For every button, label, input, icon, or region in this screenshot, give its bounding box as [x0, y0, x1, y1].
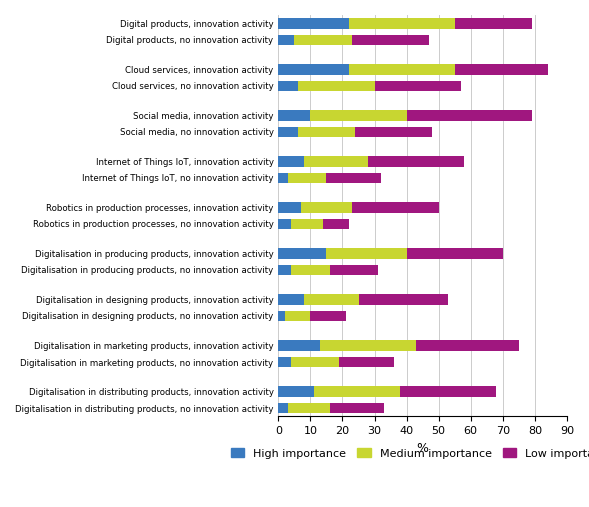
Bar: [284, 311, 310, 321]
Bar: [330, 265, 378, 275]
Bar: [310, 311, 346, 321]
Bar: [279, 386, 313, 397]
Bar: [455, 18, 532, 28]
Bar: [297, 81, 375, 91]
Bar: [359, 294, 448, 305]
Bar: [279, 110, 310, 121]
Bar: [279, 357, 291, 367]
Bar: [279, 265, 291, 275]
Bar: [279, 294, 304, 305]
Bar: [279, 34, 294, 45]
Bar: [288, 403, 330, 413]
Bar: [310, 110, 406, 121]
Bar: [301, 202, 352, 212]
Bar: [326, 248, 406, 259]
Legend: High importance, Medium importance, Low importance: High importance, Medium importance, Low …: [227, 444, 589, 463]
Bar: [368, 156, 464, 167]
Bar: [349, 64, 455, 75]
Bar: [323, 219, 349, 229]
Bar: [279, 127, 297, 137]
Bar: [279, 173, 288, 183]
Bar: [279, 156, 304, 167]
Bar: [406, 248, 503, 259]
Bar: [279, 340, 320, 351]
Bar: [294, 34, 352, 45]
Bar: [339, 357, 394, 367]
Bar: [291, 265, 330, 275]
Bar: [291, 219, 323, 229]
Bar: [352, 202, 439, 212]
Bar: [279, 311, 284, 321]
Bar: [279, 202, 301, 212]
Bar: [349, 18, 455, 28]
Bar: [304, 156, 368, 167]
Bar: [400, 386, 497, 397]
Bar: [326, 173, 381, 183]
Bar: [279, 64, 349, 75]
Bar: [279, 18, 349, 28]
Bar: [416, 340, 519, 351]
Bar: [297, 127, 355, 137]
Bar: [313, 386, 400, 397]
Bar: [304, 294, 359, 305]
Bar: [330, 403, 384, 413]
Bar: [355, 127, 432, 137]
Bar: [352, 34, 429, 45]
Bar: [279, 219, 291, 229]
Bar: [455, 64, 548, 75]
Bar: [279, 403, 288, 413]
Bar: [320, 340, 416, 351]
Bar: [288, 173, 326, 183]
X-axis label: %: %: [416, 442, 429, 455]
Bar: [279, 81, 297, 91]
Bar: [406, 110, 532, 121]
Bar: [291, 357, 339, 367]
Bar: [279, 248, 326, 259]
Bar: [375, 81, 461, 91]
